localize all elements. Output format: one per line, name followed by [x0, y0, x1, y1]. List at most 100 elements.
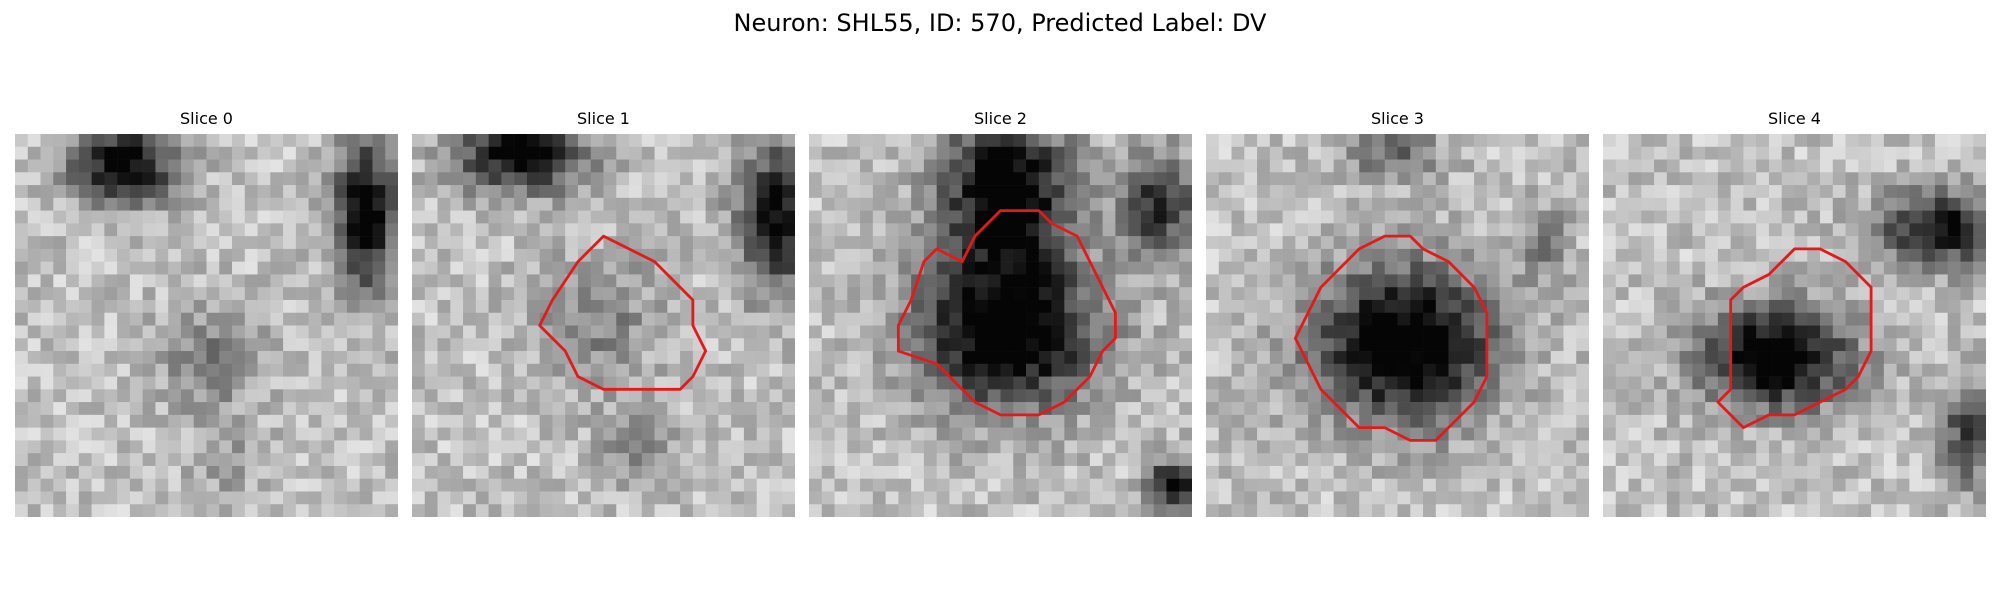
image-pixel	[385, 363, 398, 377]
image-pixel	[359, 146, 373, 160]
image-pixel	[552, 402, 566, 416]
image-pixel	[1922, 402, 1936, 416]
image-pixel	[1269, 312, 1283, 326]
image-pixel	[1794, 427, 1808, 441]
image-pixel	[1435, 172, 1449, 186]
image-pixel	[1768, 172, 1782, 186]
image-pixel	[321, 351, 335, 365]
image-pixel	[1794, 389, 1808, 403]
image-pixel	[78, 146, 92, 160]
image-pixel	[463, 427, 477, 441]
image-pixel	[539, 248, 553, 262]
image-pixel	[40, 338, 54, 352]
image-pixel	[193, 351, 207, 365]
image-pixel	[756, 491, 770, 505]
image-pixel	[244, 274, 258, 288]
image-pixel	[1832, 146, 1846, 160]
image-pixel	[1102, 159, 1116, 173]
image-pixel	[40, 312, 54, 326]
image-pixel	[1333, 440, 1347, 454]
image-pixel	[104, 172, 118, 186]
image-pixel	[1641, 223, 1655, 237]
image-pixel	[1705, 210, 1719, 224]
image-pixel	[1231, 465, 1245, 479]
image-pixel	[1295, 287, 1309, 301]
image-pixel	[1628, 274, 1642, 288]
image-pixel	[295, 223, 309, 237]
image-pixel	[1550, 287, 1564, 301]
image-pixel	[1934, 351, 1948, 365]
image-pixel	[1692, 274, 1706, 288]
image-pixel	[385, 414, 398, 428]
image-pixel	[53, 389, 67, 403]
image-pixel	[359, 185, 373, 199]
image-pixel	[1064, 197, 1078, 211]
image-pixel	[539, 210, 553, 224]
image-pixel	[705, 389, 719, 403]
image-pixel	[1295, 159, 1309, 173]
image-pixel	[654, 159, 668, 173]
image-pixel	[53, 146, 67, 160]
image-pixel	[1461, 172, 1475, 186]
image-pixel	[1231, 248, 1245, 262]
image-pixel	[1346, 376, 1360, 390]
image-pixel	[1269, 402, 1283, 416]
image-pixel	[244, 261, 258, 275]
image-pixel	[1820, 172, 1834, 186]
image-pixel	[1371, 338, 1385, 352]
image-pixel	[962, 287, 976, 301]
image-pixel	[206, 389, 220, 403]
image-pixel	[1038, 223, 1052, 237]
image-pixel	[475, 491, 489, 505]
image-pixel	[488, 185, 502, 199]
image-pixel	[731, 376, 745, 390]
image-pixel	[232, 146, 246, 160]
image-pixel	[412, 504, 426, 517]
image-pixel	[1499, 312, 1513, 326]
image-pixel	[321, 146, 335, 160]
image-pixel	[424, 274, 438, 288]
image-pixel	[1934, 363, 1948, 377]
image-pixel	[1474, 338, 1488, 352]
image-pixel	[1743, 504, 1757, 517]
image-pixel	[1448, 402, 1462, 416]
image-pixel	[1550, 478, 1564, 492]
image-pixel	[731, 172, 745, 186]
image-pixel	[1346, 312, 1360, 326]
image-pixel	[155, 465, 169, 479]
image-pixel	[1026, 287, 1040, 301]
image-pixel	[821, 351, 835, 365]
image-pixel	[1486, 134, 1500, 148]
image-pixel	[40, 172, 54, 186]
image-pixel	[372, 338, 386, 352]
image-pixel	[321, 325, 335, 339]
image-pixel	[475, 402, 489, 416]
image-pixel	[1537, 478, 1551, 492]
image-pixel	[1666, 504, 1680, 517]
image-pixel	[1934, 274, 1948, 288]
image-pixel	[756, 197, 770, 211]
image-pixel	[603, 376, 617, 390]
image-pixel	[1218, 287, 1232, 301]
image-pixel	[629, 478, 643, 492]
image-pixel	[782, 504, 795, 517]
image-pixel	[1397, 287, 1411, 301]
image-pixel	[552, 223, 566, 237]
image-pixel	[359, 453, 373, 467]
image-pixel	[1679, 261, 1693, 275]
image-pixel	[1858, 248, 1872, 262]
image-pixel	[1654, 172, 1668, 186]
image-pixel	[295, 427, 309, 441]
image-pixel	[1115, 172, 1129, 186]
image-pixel	[1550, 299, 1564, 313]
image-pixel	[346, 351, 360, 365]
image-pixel	[1603, 159, 1617, 173]
image-pixel	[1794, 159, 1808, 173]
image-pixel	[1934, 389, 1948, 403]
image-pixel	[1359, 453, 1373, 467]
image-pixel	[1628, 427, 1642, 441]
image-pixel	[936, 427, 950, 441]
image-pixel	[1550, 427, 1564, 441]
image-pixel	[1934, 197, 1948, 211]
image-pixel	[743, 236, 757, 250]
